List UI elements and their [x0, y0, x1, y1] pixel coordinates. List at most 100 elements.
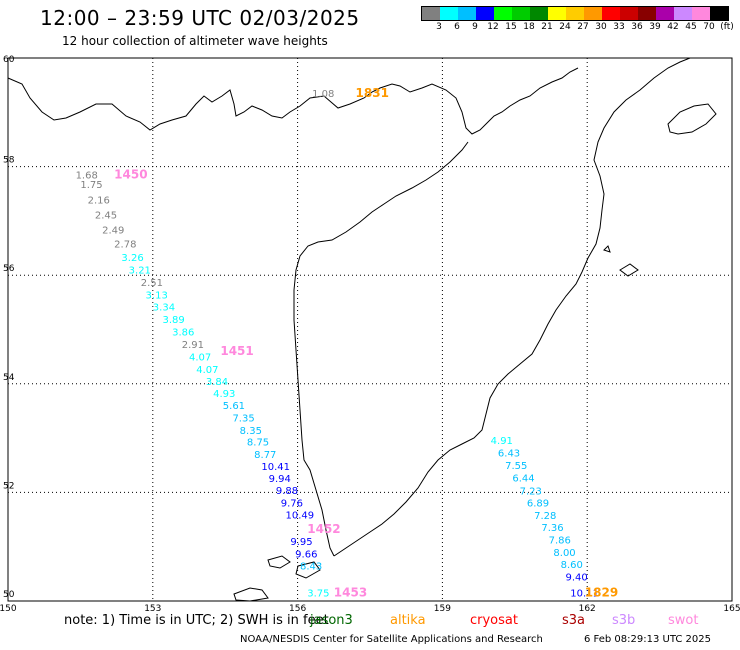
wave-height-value: 1.68: [76, 171, 98, 182]
latitude-label: 60: [3, 55, 15, 65]
legend-swatch: [638, 7, 656, 20]
wave-height-value: 9.40: [565, 572, 587, 583]
wave-height-value: 6.89: [527, 499, 549, 510]
satellite-cryosat: cryosat: [470, 613, 518, 628]
legend-label: 30: [595, 22, 607, 32]
legend-label: 45: [685, 22, 697, 32]
pass-time-label: 1829: [585, 586, 618, 600]
longitude-label: 150: [0, 604, 17, 614]
legend-swatch: [458, 7, 476, 20]
wave-height-value: 9.88: [276, 486, 298, 497]
wave-height-value: 3.34: [153, 302, 175, 313]
wave-height-labels: 1.08 1.681.75 2.16 2.45 2.49 2.78 3.26 3.212.51…: [76, 86, 619, 600]
legend-swatch: [548, 7, 566, 20]
satellite-jason3: jason3: [310, 613, 353, 628]
wave-height-value: 2.45: [95, 211, 117, 222]
wave-height-value: 3.75: [307, 589, 329, 600]
longitude-label: 162: [579, 604, 596, 614]
wave-height-value: 9.95: [290, 537, 312, 548]
pass-time-label: 1450: [114, 168, 147, 182]
satellite-altika: altika: [390, 613, 426, 628]
wave-height-value: 10.41: [261, 462, 290, 473]
axis-labels: 150 153 156 159 162 165 60 58 56 54 52 50: [0, 55, 740, 614]
legend-swatch: [530, 7, 548, 20]
note-text: note: 1) Time is in UTC; 2) SWH is in fe…: [64, 613, 329, 628]
wave-height-value: 9.76: [281, 499, 303, 510]
wave-height-value: 2.91: [182, 340, 204, 351]
legend-swatch: [566, 7, 584, 20]
legend-label: 6: [454, 22, 460, 32]
legend-label: 18: [523, 22, 535, 32]
legend-label: 39: [649, 22, 661, 32]
longitude-label: 153: [144, 604, 161, 614]
coastline-path: [267, 555, 291, 569]
coastline-path: [603, 245, 611, 253]
wave-height-value: 3.86: [172, 327, 194, 338]
legend-labels: 3 6 9 12 15 18 21 24 27 30 33 36 39 42 45 70 (ft): [421, 21, 734, 33]
footer-credit: NOAA/NESDIS Center for Satellite Applica…: [240, 634, 543, 645]
legend-swatch: [494, 7, 512, 20]
page-subtitle: 12 hour collection of altimeter wave hei…: [62, 34, 328, 48]
wave-height-value: 7.35: [232, 413, 254, 424]
longitude-label: 156: [289, 604, 306, 614]
latitude-label: 58: [3, 156, 15, 166]
wave-height-value: 4.07: [196, 365, 218, 376]
legend-label: 12: [487, 22, 499, 32]
coastline-path: [233, 587, 269, 602]
wave-height-value: 2.51: [141, 278, 163, 289]
map-frame: [7, 57, 733, 602]
wave-height-value: 8.77: [254, 450, 276, 461]
coastline-path: [293, 141, 469, 557]
legend-label: 15: [505, 22, 517, 32]
wave-height-value: 1.08: [312, 89, 334, 100]
wave-height-value: 3.13: [146, 291, 168, 302]
pass-time-label: 1452: [307, 522, 340, 536]
pass-time-label: 1453: [334, 586, 367, 600]
wave-height-value: 4.93: [213, 389, 235, 400]
wave-height-value: 3.84: [206, 377, 228, 388]
wave-height-value: 9.94: [269, 474, 291, 485]
wave-height-value: 7.36: [541, 523, 563, 534]
legend-color-bar: [421, 6, 729, 21]
satellite-swot: swot: [668, 613, 699, 628]
legend-label: 9: [472, 22, 478, 32]
wave-height-value: 5.61: [223, 401, 245, 412]
latitude-label: 54: [3, 373, 15, 383]
wave-height-value: 10.49: [286, 510, 315, 521]
legend-label: 21: [541, 22, 553, 32]
legend-swatch: [476, 7, 494, 20]
wave-height-value: 3.89: [162, 315, 184, 326]
wave-height-value: 8.43: [300, 562, 322, 573]
satellite-s3a: s3a: [562, 613, 586, 628]
wave-height-value: 3.26: [121, 253, 143, 264]
wave-height-value: 7.86: [549, 535, 571, 546]
legend-swatch: [422, 7, 440, 20]
coastline-path: [619, 263, 639, 277]
wave-height-value: 2.49: [102, 225, 124, 236]
map-grid: [8, 58, 732, 601]
footer-timestamp: 6 Feb 08:29:13 UTC 2025: [584, 634, 711, 645]
coastline-path: [333, 57, 691, 557]
wave-height-value: 8.75: [247, 438, 269, 449]
wave-height-value: 3.21: [129, 266, 151, 277]
legend-label: 27: [577, 22, 589, 32]
latitude-label: 50: [3, 590, 15, 600]
legend-swatch: [584, 7, 602, 20]
legend-swatch: [674, 7, 692, 20]
legend-swatch: [620, 7, 638, 20]
wave-height-value: 6.44: [512, 474, 534, 485]
legend-label: 42: [667, 22, 679, 32]
coastline: [7, 57, 717, 602]
wave-height-value: 4.07: [189, 352, 211, 363]
coastline-path: [7, 67, 579, 135]
page-title: 12:00 – 23:59 UTC 02/03/2025: [40, 6, 360, 30]
wave-height-value: 8.60: [561, 560, 583, 571]
pass-time-label: 1451: [220, 344, 253, 358]
legend-label: (ft): [720, 22, 734, 32]
wave-height-value: 4.91: [491, 436, 513, 447]
legend-label: 3: [436, 22, 442, 32]
legend-label: 33: [613, 22, 625, 32]
coastline-path: [295, 561, 321, 579]
coastline-path: [667, 103, 717, 135]
